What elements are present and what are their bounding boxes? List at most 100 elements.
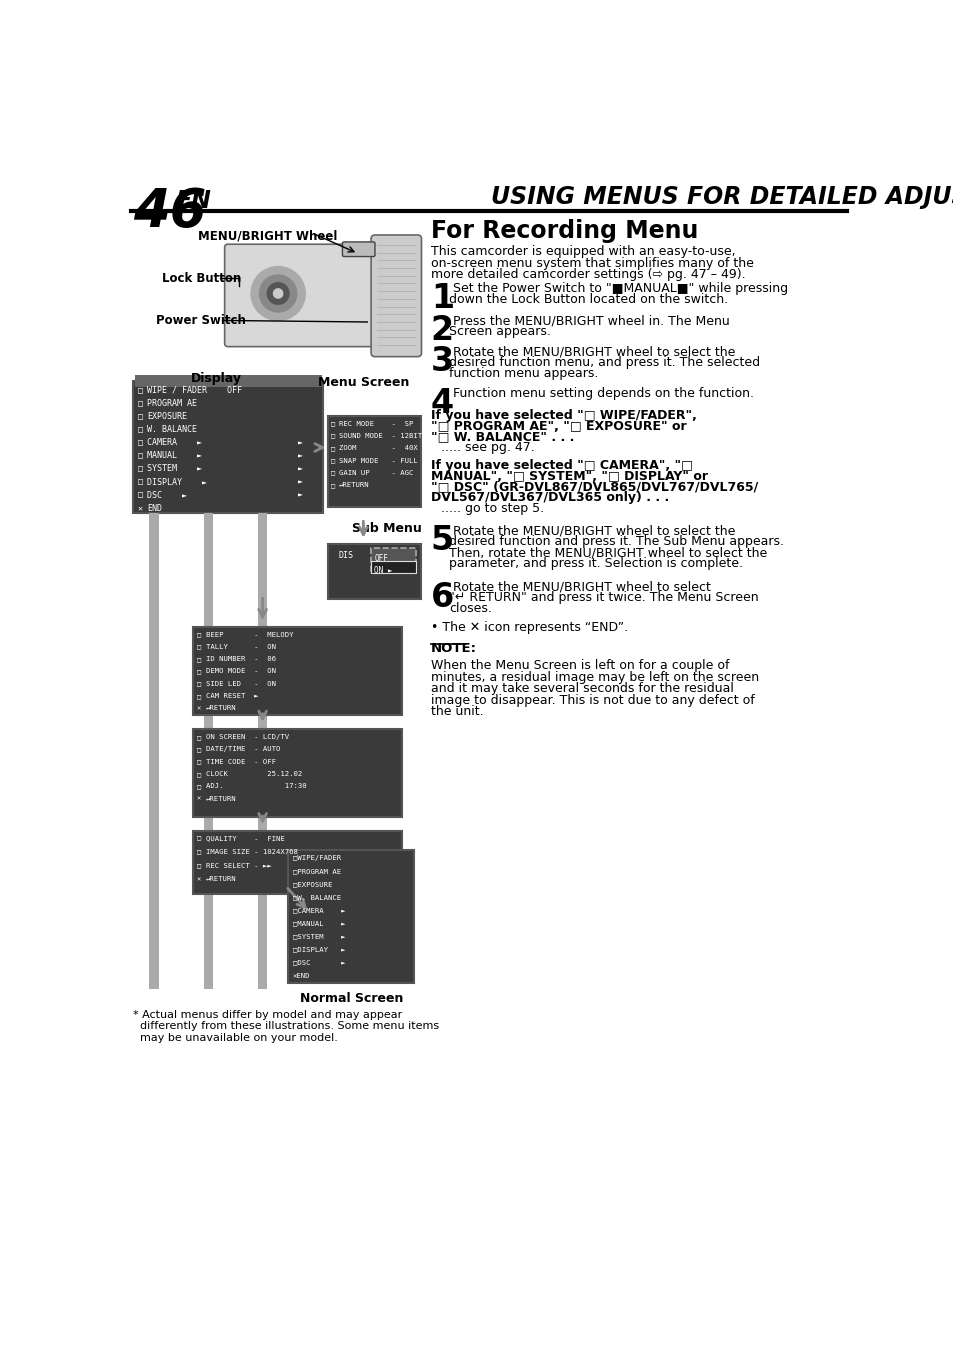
Text: Menu Screen: Menu Screen: [317, 375, 409, 389]
Text: □: □: [137, 465, 143, 473]
Text: SYSTEM    ►: SYSTEM ►: [147, 465, 202, 473]
Text: EXPOSURE: EXPOSURE: [147, 412, 187, 421]
Text: □CAMERA    ►: □CAMERA ►: [293, 908, 345, 913]
Text: MENU/BRIGHT Wheel: MENU/BRIGHT Wheel: [198, 229, 337, 243]
Bar: [150, 514, 158, 989]
Bar: [371, 561, 416, 573]
FancyBboxPatch shape: [371, 234, 421, 356]
Text: Rotate the MENU/BRIGHT wheel to select: Rotate the MENU/BRIGHT wheel to select: [449, 581, 711, 593]
Text: ►: ►: [297, 451, 302, 461]
Text: □SYSTEM    ►: □SYSTEM ►: [293, 934, 345, 939]
Text: CLOCK         25.12.02: CLOCK 25.12.02: [206, 771, 302, 776]
Text: Press the MENU/BRIGHT wheel in. The Menu: Press the MENU/BRIGHT wheel in. The Menu: [449, 314, 729, 328]
Text: □: □: [196, 694, 201, 699]
Text: ✕: ✕: [137, 504, 143, 512]
Text: Power Switch: Power Switch: [156, 314, 246, 327]
Text: □MANUAL    ►: □MANUAL ►: [293, 920, 345, 927]
Text: □: □: [196, 783, 201, 789]
Text: DISPLAY    ►: DISPLAY ►: [147, 477, 207, 486]
Text: 5: 5: [431, 524, 454, 557]
Text: Screen appears.: Screen appears.: [449, 325, 551, 337]
Text: END: END: [147, 504, 162, 512]
Text: ID NUMBER  -  06: ID NUMBER - 06: [206, 656, 275, 663]
Bar: [193, 627, 402, 714]
Text: and it may take several seconds for the residual: and it may take several seconds for the …: [431, 683, 733, 695]
Text: Set the Power Switch to "■MANUAL■" while pressing: Set the Power Switch to "■MANUAL■" while…: [449, 282, 788, 295]
Text: ►: ►: [297, 465, 302, 473]
Text: CAMERA    ►: CAMERA ►: [147, 438, 202, 447]
Circle shape: [274, 289, 282, 298]
Text: TALLY      -  ON: TALLY - ON: [206, 644, 275, 650]
Text: 46: 46: [133, 186, 207, 237]
Text: ZOOM        -  40X: ZOOM - 40X: [338, 446, 416, 451]
Text: DSC    ►: DSC ►: [147, 491, 187, 500]
Text: Normal Screen: Normal Screen: [300, 992, 403, 1005]
Text: desired function and press it. The Sub Menu appears.: desired function and press it. The Sub M…: [449, 535, 783, 549]
Text: □: □: [331, 420, 335, 427]
Text: □PROGRAM AE: □PROGRAM AE: [293, 869, 340, 874]
Text: □: □: [196, 644, 201, 650]
Text: BEEP       -  MELODY: BEEP - MELODY: [206, 631, 294, 638]
Text: □: □: [196, 863, 201, 869]
Bar: [328, 416, 421, 507]
Text: □: □: [331, 446, 335, 451]
Text: "□ W. BALANCE" . . .: "□ W. BALANCE" . . .: [431, 431, 574, 443]
Text: Sub Menu: Sub Menu: [352, 522, 421, 535]
Text: □: □: [196, 835, 201, 841]
Text: GAIN UP     - AGC: GAIN UP - AGC: [338, 470, 413, 476]
Text: ↵RETURN: ↵RETURN: [206, 706, 236, 711]
Text: * Actual menus differ by model and may appear: * Actual menus differ by model and may a…: [133, 1009, 402, 1019]
Text: □: □: [331, 458, 335, 463]
Text: Then, rotate the MENU/BRIGHT wheel to select the: Then, rotate the MENU/BRIGHT wheel to se…: [449, 546, 767, 560]
Text: differently from these illustrations. Some menu items: differently from these illustrations. So…: [133, 1022, 439, 1031]
Text: □: □: [137, 425, 143, 434]
Text: the unit.: the unit.: [431, 706, 483, 718]
Text: NOTE:: NOTE:: [431, 642, 476, 656]
Text: closes.: closes.: [449, 602, 492, 615]
Text: This camcorder is equipped with an easy-to-use,: This camcorder is equipped with an easy-…: [431, 245, 735, 257]
Text: CAM RESET  ►: CAM RESET ►: [206, 694, 258, 699]
Text: DVL567/DVL367/DVL365 only) . . .: DVL567/DVL367/DVL365 only) . . .: [431, 492, 668, 504]
Text: DEMO MODE  -  ON: DEMO MODE - ON: [206, 668, 275, 675]
FancyBboxPatch shape: [224, 244, 381, 347]
Text: REC SELECT - ►►: REC SELECT - ►►: [206, 863, 272, 869]
Text: □: □: [196, 668, 201, 675]
Text: □: □: [196, 734, 201, 740]
Text: □: □: [196, 680, 201, 687]
Text: TIME CODE  - OFF: TIME CODE - OFF: [206, 759, 275, 764]
Text: ..... go to step 5.: ..... go to step 5.: [436, 503, 543, 515]
Text: USING MENUS FOR DETAILED ADJUSTMENT: USING MENUS FOR DETAILED ADJUSTMENT: [491, 184, 953, 209]
Text: Rotate the MENU/BRIGHT wheel to select the: Rotate the MENU/BRIGHT wheel to select t…: [449, 524, 735, 538]
Text: on-screen menu system that simplifies many of the: on-screen menu system that simplifies ma…: [431, 256, 753, 270]
Text: ►: ►: [297, 438, 302, 447]
Text: ..... see pg. 47.: ..... see pg. 47.: [436, 442, 535, 454]
Text: "↵ RETURN" and press it twice. The Menu Screen: "↵ RETURN" and press it twice. The Menu …: [449, 592, 759, 604]
Text: □W. BALANCE: □W. BALANCE: [293, 894, 340, 900]
Text: "□ PROGRAM AE", "□ EXPOSURE" or: "□ PROGRAM AE", "□ EXPOSURE" or: [431, 420, 686, 432]
Bar: [204, 514, 213, 989]
Text: If you have selected "□ CAMERA", "□: If you have selected "□ CAMERA", "□: [431, 459, 692, 472]
Text: □DSC       ►: □DSC ►: [293, 959, 345, 966]
Text: 2: 2: [431, 314, 454, 347]
Circle shape: [259, 275, 296, 312]
Text: For Recording Menu: For Recording Menu: [431, 218, 698, 243]
Bar: [134, 375, 321, 388]
Text: WIPE / FADER    OFF: WIPE / FADER OFF: [147, 386, 242, 394]
Circle shape: [267, 283, 289, 305]
Text: SOUND MODE  - 12BIT: SOUND MODE - 12BIT: [338, 432, 421, 439]
Text: ON ►: ON ►: [374, 566, 393, 575]
Text: down the Lock Button located on the switch.: down the Lock Button located on the swit…: [449, 293, 728, 306]
Text: ✕: ✕: [196, 795, 201, 802]
Text: □: □: [196, 848, 201, 855]
Text: ADJ.              17:30: ADJ. 17:30: [206, 783, 306, 789]
Text: □: □: [331, 432, 335, 439]
Text: □WIPE/FADER: □WIPE/FADER: [293, 855, 340, 860]
Text: □: □: [196, 656, 201, 663]
Text: W. BALANCE: W. BALANCE: [147, 425, 197, 434]
Text: □: □: [196, 747, 201, 752]
Text: SNAP MODE   - FULL: SNAP MODE - FULL: [338, 458, 416, 463]
Text: 6: 6: [431, 581, 454, 614]
Text: EN: EN: [174, 188, 211, 213]
Text: Rotate the MENU/BRIGHT wheel to select the: Rotate the MENU/BRIGHT wheel to select t…: [449, 346, 735, 358]
Text: □: □: [137, 438, 143, 447]
